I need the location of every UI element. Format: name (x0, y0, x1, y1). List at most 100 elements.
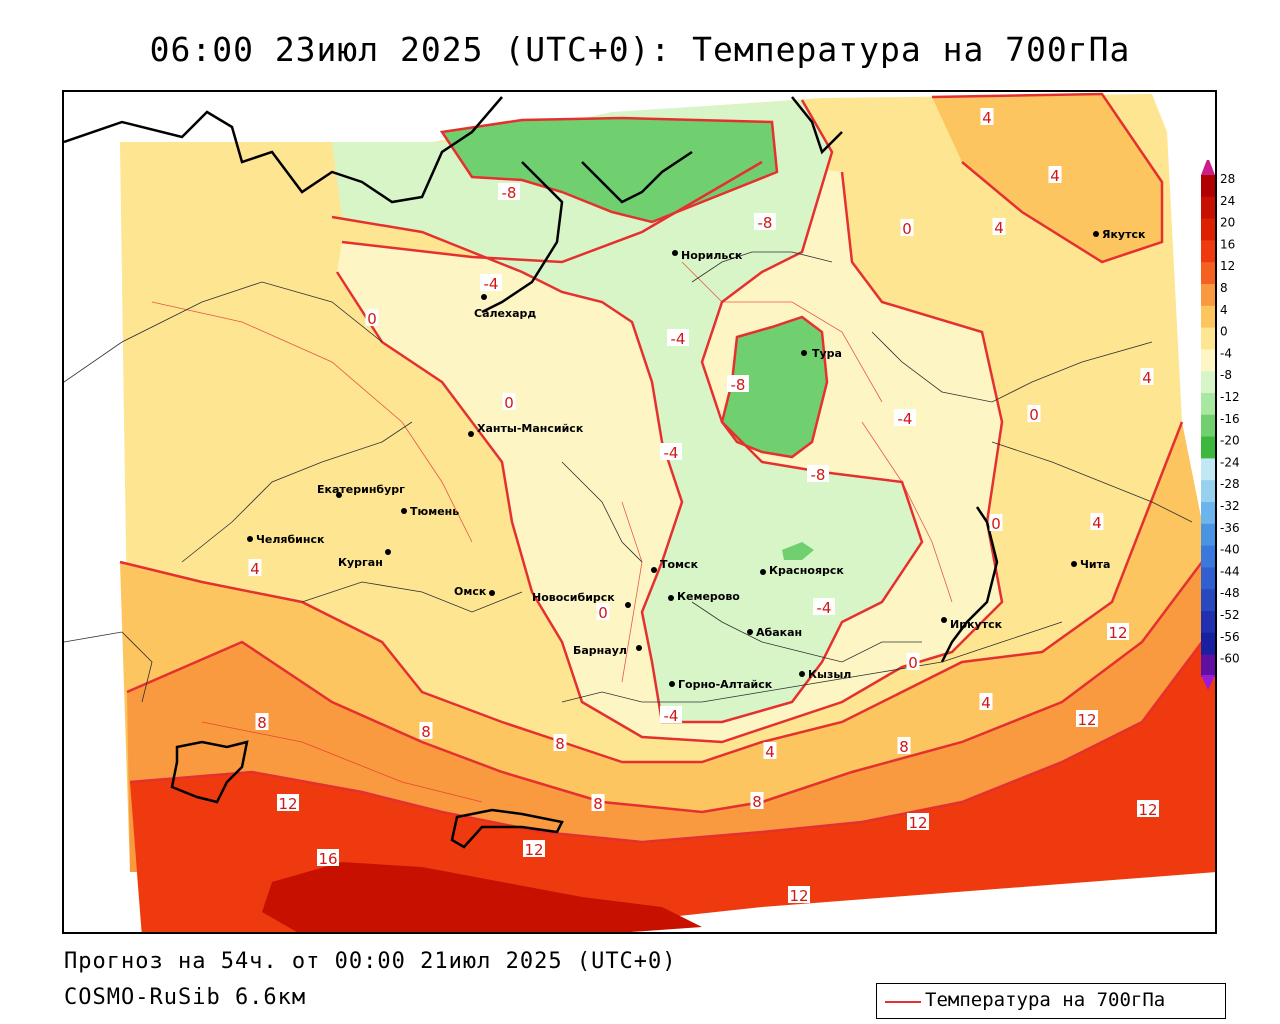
isotherm-label: 0 (598, 604, 608, 622)
colorbar-tick-label: 24 (1220, 194, 1235, 208)
zone-minus4-0 (332, 100, 922, 722)
city-marker (747, 629, 753, 635)
colorbar-tick-label: 28 (1220, 172, 1235, 186)
isotherm-label-bg (813, 598, 835, 615)
isotherm-label: -4 (484, 275, 499, 293)
isotherm-label: 0 (367, 310, 377, 328)
isotherm-label-bg (553, 734, 567, 751)
isotherm-label-bg (727, 375, 749, 392)
isotherm-label: 12 (524, 841, 543, 859)
isotherm-label-bg (660, 706, 682, 723)
city-marker (489, 590, 495, 596)
isotherm-label: -4 (664, 707, 679, 725)
isotherm-label: -8 (502, 184, 517, 202)
city-marker (1071, 561, 1077, 567)
admin-borders (64, 251, 1193, 703)
isotherm-label-bg (750, 792, 764, 809)
isotherm-label-bg (900, 219, 914, 236)
city-label: Салехард (474, 307, 536, 320)
isotherm-label-bg (992, 218, 1006, 235)
isotherm-label-bg (498, 183, 520, 200)
zone-8-12 (127, 544, 1215, 872)
colorbar-tick-label: -32 (1220, 499, 1240, 513)
isotherm-label: 12 (1138, 801, 1157, 819)
zone-4-8-northeast (932, 94, 1162, 262)
isotherm-label-bg (989, 514, 1003, 531)
colorbar-tick-label: -44 (1220, 564, 1240, 578)
isotherm-label: 4 (1142, 369, 1152, 387)
isotherm-label-bg (897, 737, 911, 754)
city-marker (799, 671, 805, 677)
city-label: Якутск (1102, 228, 1146, 241)
city-label: Ханты-Мансийск (477, 422, 584, 435)
isotherm-label: 12 (1108, 624, 1127, 642)
city-marker (669, 681, 675, 687)
isotherm-label-bg (419, 722, 433, 739)
isotherm-label-bg (365, 309, 379, 326)
colorbar-tick-label: 4 (1220, 303, 1228, 317)
city-label: Норильск (681, 249, 743, 262)
colorbar-tick-label: 20 (1220, 216, 1235, 230)
isotherm-label-bg (807, 465, 829, 482)
city-marker (941, 617, 947, 623)
isotherm-label: 12 (1077, 711, 1096, 729)
city-marker (401, 508, 407, 514)
city-label: Тура (812, 347, 842, 360)
isotherm-label: -4 (817, 599, 832, 617)
colorbar-cell (1201, 240, 1215, 263)
colorbar-tick-label: -16 (1220, 412, 1240, 426)
isotherm-label-bg (907, 813, 929, 830)
isotherm-label-bg (788, 886, 810, 903)
isotherm-label: 4 (765, 743, 775, 761)
colorbar-cell (1201, 349, 1215, 372)
colorbar-tick-label: -48 (1220, 586, 1240, 600)
city-label: Кемерово (677, 590, 740, 603)
isotherm-label: -8 (731, 376, 746, 394)
city-marker (385, 549, 391, 555)
map-panel[interactable]: -8 -4 -4 -4 -4 -4 -8 -8 -8 -4 0 0 0 0 0 0 0 4 4 4 4 4 4 4 8 8 8 8 8 8… (62, 90, 1217, 934)
colorbar-cell (1201, 218, 1215, 241)
isotherm-label: -4 (664, 444, 679, 462)
isotherm-label: 4 (982, 109, 992, 127)
isotherm-label: 0 (902, 220, 912, 238)
isotherm-label-bg (523, 840, 545, 857)
colorbar-tick-label: 0 (1220, 325, 1228, 339)
city-marker (481, 294, 487, 300)
isotherm-label: 8 (257, 714, 267, 732)
isotherm-label-bg (894, 409, 916, 426)
isotherm-label-bg (979, 693, 993, 710)
city-label: Барнаул (573, 644, 627, 657)
isotherm-label: 4 (250, 560, 260, 578)
isotherm-label: 0 (504, 394, 514, 412)
temperature-map[interactable]: -8 -4 -4 -4 -4 -4 -8 -8 -8 -4 0 0 0 0 0 0 0 4 4 4 4 4 4 4 8 8 8 8 8 8… (64, 92, 1217, 934)
city-marker (468, 431, 474, 437)
colorbar-cell (1201, 458, 1215, 481)
colorbar-cell (1201, 414, 1215, 438)
colorbar-tick-label: -24 (1220, 455, 1240, 469)
colorbar-cell (1201, 393, 1215, 416)
colorbar-cell (1201, 371, 1215, 394)
isotherm-label-bg (660, 443, 682, 460)
city-label: Тюмень (410, 505, 459, 518)
isotherm-label-bg (317, 849, 339, 866)
isotherm-label: 8 (752, 793, 762, 811)
isotherm-label-bg (1107, 623, 1129, 640)
coastline (64, 96, 999, 849)
isotherm-thin-lines (151, 261, 953, 803)
isotherm-label: 0 (991, 515, 1001, 533)
isotherm-label: 12 (908, 814, 927, 832)
colorbar-tick-label: 8 (1220, 281, 1228, 295)
city-label: Иркутск (950, 618, 1003, 631)
isotherm-label: 0 (1029, 406, 1039, 424)
city-label: Курган (338, 556, 383, 569)
city-marker (651, 567, 657, 573)
colorbar-bottom-arrow (1201, 675, 1215, 690)
colorbar-tick-label: -40 (1220, 543, 1240, 557)
isotherm-label-bg (1090, 513, 1104, 530)
isotherm-label: -4 (898, 410, 913, 428)
colorbar-cell (1201, 196, 1215, 220)
isotherm-label-bg (1076, 710, 1098, 727)
isotherm-label-bg (980, 108, 994, 125)
isotherm-label-bg (1027, 405, 1041, 422)
colorbar-cell (1201, 654, 1215, 677)
